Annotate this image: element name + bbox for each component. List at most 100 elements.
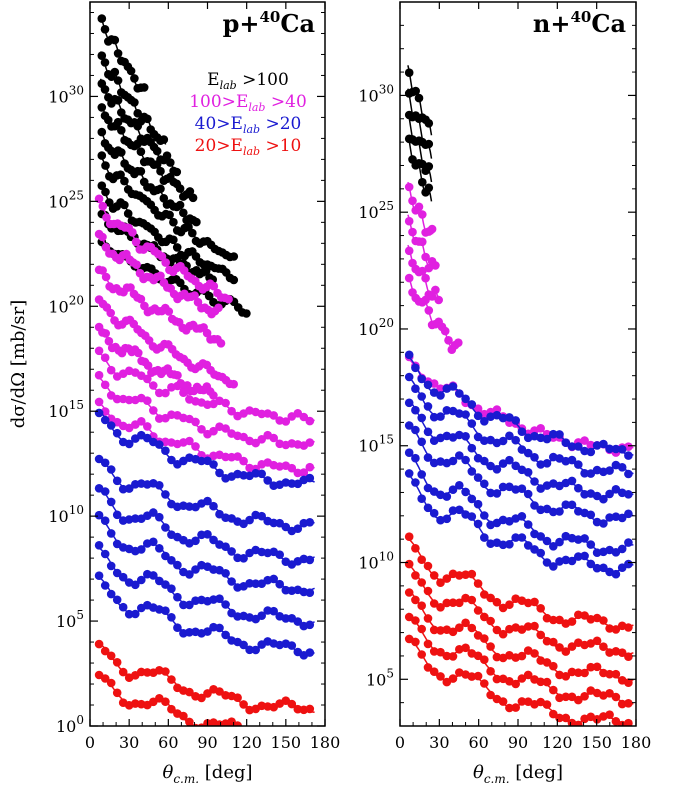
series-12-point-1 <box>411 425 420 435</box>
series-11-point-32 <box>605 489 614 499</box>
series-21-point-9 <box>149 571 158 580</box>
series-18-point-11 <box>473 651 483 661</box>
series-9-point-5 <box>436 391 445 400</box>
series-24-point-2 <box>106 678 116 688</box>
series-23-point-1 <box>100 646 110 656</box>
series-11-point-26 <box>567 476 577 486</box>
series-9-point-35 <box>224 294 233 304</box>
series-12-point-9 <box>461 455 470 465</box>
series-19-point-22 <box>227 547 236 556</box>
series-11-point-31 <box>599 494 608 504</box>
series-10-point-28 <box>580 469 589 478</box>
series-18-point-3 <box>423 639 433 649</box>
series-16-point-24 <box>555 643 564 652</box>
series-17-point-20 <box>215 468 224 478</box>
series-9-point-2 <box>417 374 427 384</box>
y-axis-title: dσ/dΩ [mb/sr] <box>8 300 29 429</box>
series-15-point-27 <box>574 610 583 620</box>
series-23-point-12 <box>167 675 176 684</box>
series-6 <box>97 181 239 285</box>
series-18-point-26 <box>567 692 577 702</box>
series-14-point-29 <box>269 411 279 420</box>
series-13-point-34 <box>617 544 627 554</box>
series-14-point-13 <box>173 381 182 391</box>
series-11-point-28 <box>580 490 589 499</box>
series-12-point-10 <box>467 467 477 476</box>
series-14-point-6 <box>442 514 452 524</box>
y-tick-label-right-5: 105 <box>366 666 394 689</box>
x-tick-label-right-0: 0 <box>395 733 405 752</box>
series-12-point-24 <box>555 507 564 516</box>
series-12-point-35 <box>229 379 238 389</box>
series-18-point-27 <box>574 695 583 705</box>
series-20-point-12 <box>167 556 176 565</box>
series-11-point-16 <box>505 455 514 465</box>
series-11-point-12 <box>480 456 489 466</box>
series-10-point-6 <box>442 406 452 415</box>
series-16-point-12 <box>480 612 489 622</box>
series-18-point-1 <box>411 616 420 625</box>
panel-title-right: n+40Ca <box>533 8 626 38</box>
series-17-point-0 <box>94 408 104 418</box>
series-16-point-15 <box>498 629 508 639</box>
series-23-point-18 <box>203 689 212 698</box>
series-2-point-6 <box>424 162 434 171</box>
series-9-point-24 <box>555 430 564 439</box>
series-9-point-0 <box>404 350 414 360</box>
series-14-point-8 <box>455 505 464 515</box>
series-10-point-32 <box>605 466 614 475</box>
series-24-point-12 <box>167 704 176 714</box>
series-18-point-18 <box>517 674 527 683</box>
series-14-point-2 <box>106 365 116 375</box>
series-16-point-19 <box>523 622 533 631</box>
series-19-point-9 <box>149 508 158 517</box>
series-15-point-14 <box>492 597 502 607</box>
y-tick-label-right-25: 1025 <box>358 199 394 222</box>
series-3-point-0 <box>97 103 107 112</box>
series-20-point-26 <box>251 579 260 588</box>
series-22-point-3 <box>112 595 122 605</box>
series-10-point-22 <box>542 459 552 468</box>
series-15 <box>404 532 634 634</box>
series-20-point-11 <box>161 551 170 561</box>
series-9-point-17 <box>511 416 520 425</box>
series-6-point-9 <box>434 295 444 305</box>
series-14-point-0 <box>94 346 104 356</box>
series-18-point-10 <box>155 481 164 490</box>
series-19-point-18 <box>517 697 527 706</box>
series-22-point-18 <box>203 627 212 636</box>
series-18-point-3 <box>112 476 122 486</box>
series-15-point-9 <box>461 570 470 579</box>
x-tick-label-left-60: 60 <box>158 733 178 752</box>
series-4-point-12 <box>136 167 146 176</box>
series-9-point-34 <box>617 445 627 454</box>
series-17-point-35 <box>305 473 315 483</box>
series-22-point-26 <box>251 645 260 655</box>
series-16-point-13 <box>486 616 495 626</box>
series-18-point-2 <box>417 624 427 634</box>
series-15-point-2 <box>417 555 427 564</box>
series-1-point-14 <box>143 114 152 124</box>
series-1-point-5 <box>113 76 123 85</box>
series-19-point-10 <box>467 672 477 681</box>
series-15-point-27 <box>257 435 267 444</box>
series-9-point-29 <box>586 447 596 457</box>
series-11-point-35 <box>216 339 226 348</box>
series-14-point-13 <box>486 539 495 548</box>
series-17 <box>404 588 634 687</box>
series-23-point-32 <box>287 699 297 709</box>
series-19-point-16 <box>505 703 514 713</box>
series-5-point-1 <box>101 161 110 170</box>
series-10-point-20 <box>530 453 539 462</box>
series-10-point-2 <box>417 392 427 401</box>
series-1-point-0 <box>97 51 107 60</box>
series-23-point-2 <box>106 651 116 661</box>
series-13-point-18 <box>517 512 527 521</box>
series-2-point-5 <box>113 96 123 105</box>
series-19-point-1 <box>100 487 110 496</box>
x-axis-title-left: θc.m. [deg] <box>162 762 252 786</box>
series-13-point-11 <box>473 499 483 509</box>
series-7-point-12 <box>444 336 453 345</box>
series-9-point-15 <box>498 413 508 423</box>
series-4-point-7 <box>427 224 437 234</box>
